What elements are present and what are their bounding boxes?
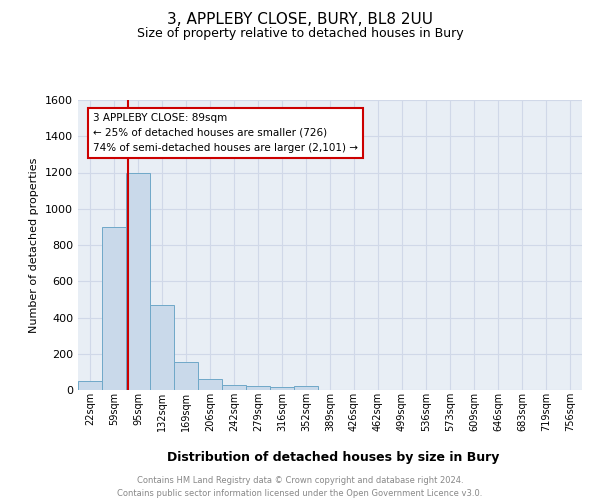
Bar <box>78 381 102 390</box>
Text: Contains HM Land Registry data © Crown copyright and database right 2024.
Contai: Contains HM Land Registry data © Crown c… <box>118 476 482 498</box>
Bar <box>222 384 246 390</box>
Bar <box>294 386 318 390</box>
Bar <box>270 388 294 390</box>
Bar <box>198 379 222 390</box>
Bar <box>174 362 198 390</box>
Bar <box>150 305 174 390</box>
Bar <box>246 386 270 390</box>
Bar <box>126 172 150 390</box>
Y-axis label: Number of detached properties: Number of detached properties <box>29 158 40 332</box>
Text: 3 APPLEBY CLOSE: 89sqm
← 25% of detached houses are smaller (726)
74% of semi-de: 3 APPLEBY CLOSE: 89sqm ← 25% of detached… <box>93 113 358 152</box>
Text: Distribution of detached houses by size in Bury: Distribution of detached houses by size … <box>167 451 499 464</box>
Text: 3, APPLEBY CLOSE, BURY, BL8 2UU: 3, APPLEBY CLOSE, BURY, BL8 2UU <box>167 12 433 28</box>
Bar <box>102 227 126 390</box>
Text: Size of property relative to detached houses in Bury: Size of property relative to detached ho… <box>137 28 463 40</box>
